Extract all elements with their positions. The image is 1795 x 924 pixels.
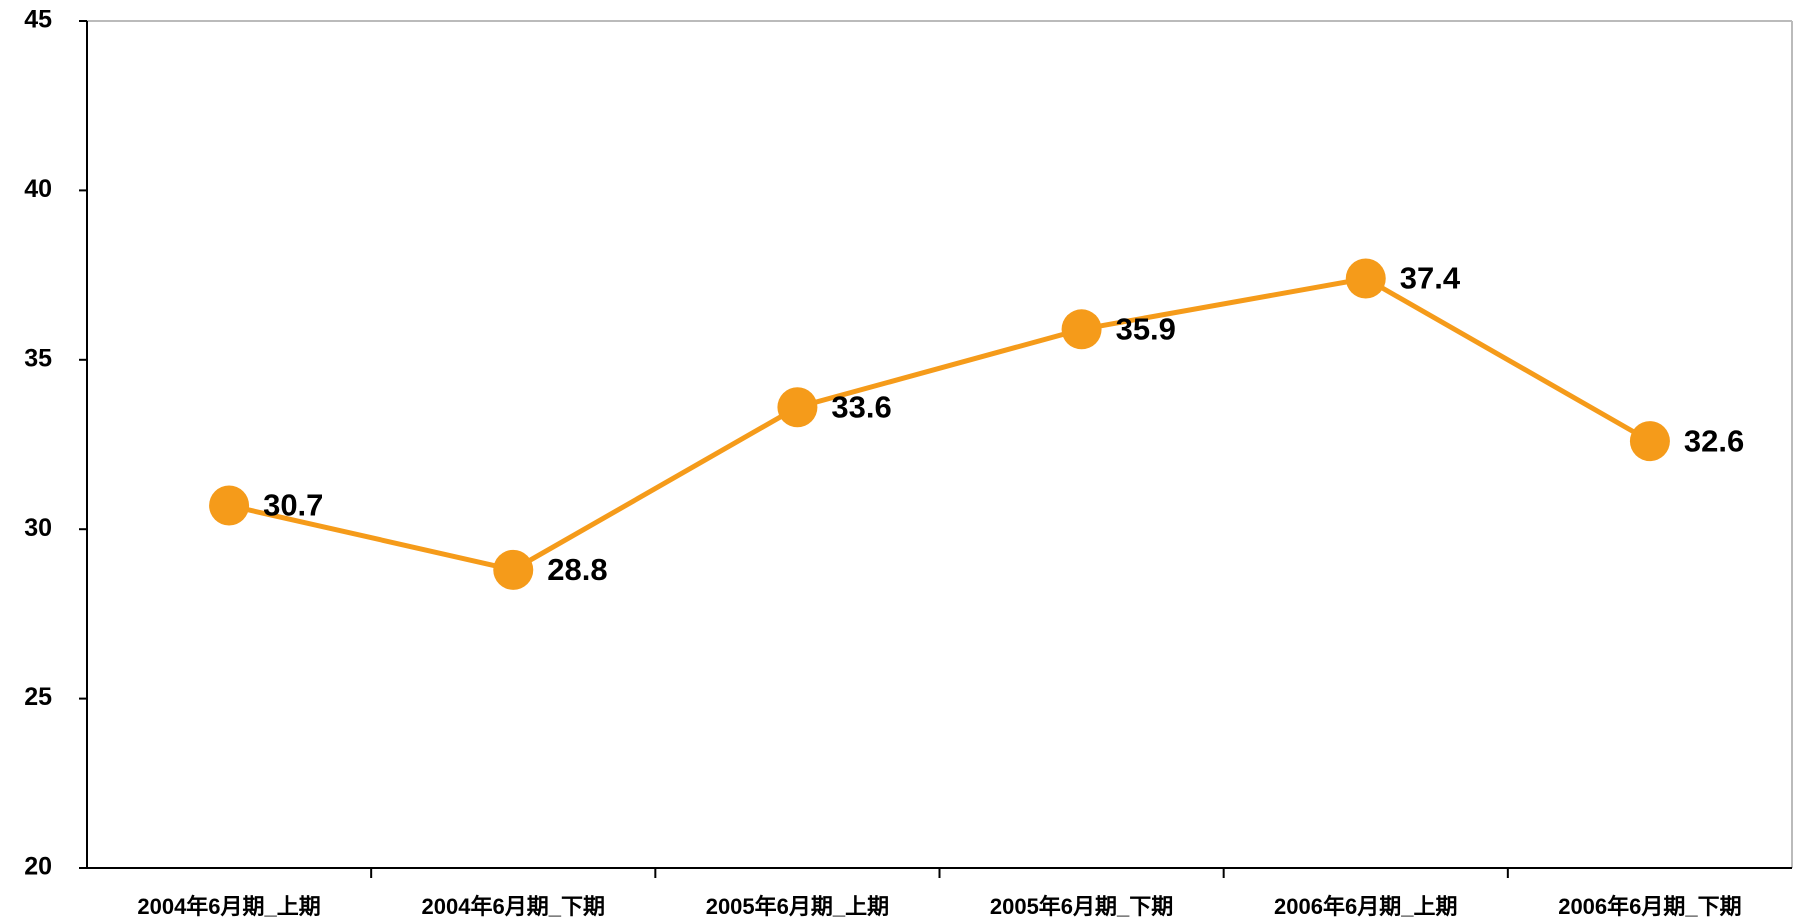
- y-tick-label: 40: [24, 175, 52, 203]
- data-point: [1061, 309, 1102, 350]
- data-label: 33.6: [831, 389, 891, 424]
- data-label: 37.4: [1400, 261, 1461, 296]
- data-label: 30.7: [263, 488, 323, 523]
- x-tick-label: 2005年6月期_下期: [990, 894, 1173, 919]
- x-tick-label: 2004年6月期_下期: [422, 894, 605, 919]
- x-tick-label: 2004年6月期_上期: [137, 894, 320, 919]
- data-point: [209, 485, 250, 526]
- series-line: [228, 275, 1652, 573]
- x-tick-label: 2006年6月期_下期: [1558, 894, 1741, 919]
- y-tick-label: 35: [24, 344, 52, 372]
- data-point: [493, 549, 534, 590]
- x-tick-label: 2006年6月期_上期: [1274, 894, 1457, 919]
- y-tick-label: 20: [24, 853, 52, 881]
- x-tick-label: 2005年6月期_上期: [706, 894, 889, 919]
- data-label: 32.6: [1684, 423, 1744, 458]
- data-point: [777, 387, 818, 428]
- data-point: [1345, 258, 1386, 299]
- data-label: 28.8: [547, 552, 607, 587]
- y-tick-label: 45: [24, 6, 52, 34]
- y-tick-label: 25: [24, 683, 52, 711]
- data-point: [1629, 421, 1670, 462]
- y-tick-label: 30: [24, 514, 52, 542]
- data-label: 35.9: [1116, 311, 1176, 346]
